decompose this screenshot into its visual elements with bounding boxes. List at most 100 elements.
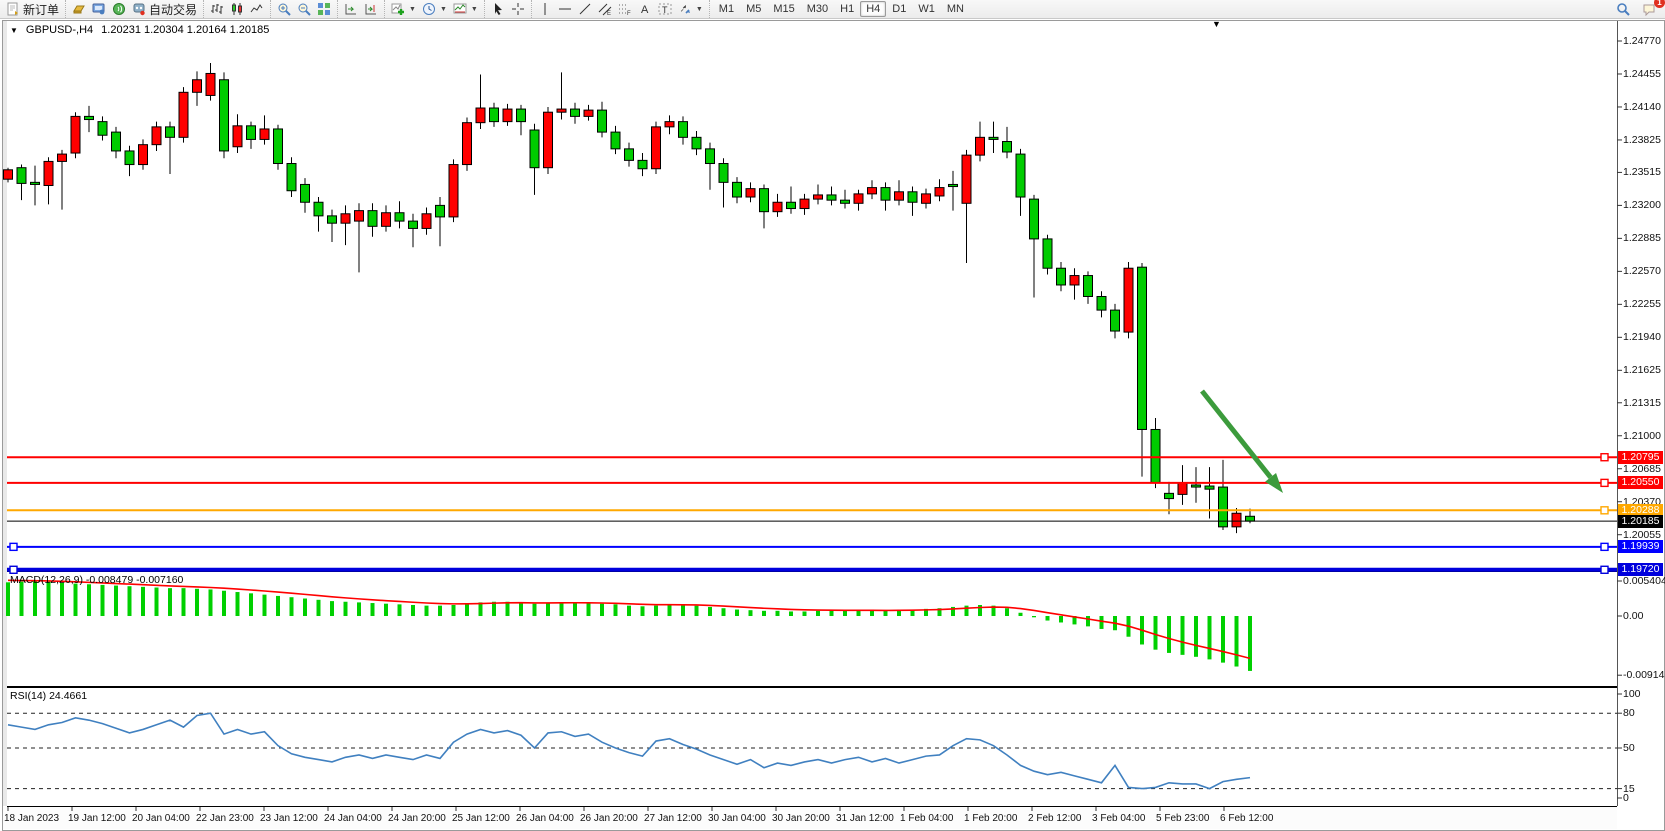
crosshair-button[interactable]	[508, 1, 528, 17]
fibonacci-button[interactable]: F	[615, 1, 635, 17]
chart-shift-button[interactable]	[361, 1, 381, 17]
price-line-badge: 1.20795	[1618, 450, 1663, 464]
tile-windows-button[interactable]	[314, 1, 334, 17]
cursor-button[interactable]	[488, 1, 508, 17]
chart-window-left-edge	[3, 21, 7, 806]
market-watch-button[interactable]	[69, 1, 89, 17]
date-axis-label: 20 Jan 04:00	[132, 813, 190, 824]
horizontal-line-button[interactable]	[555, 1, 575, 17]
toolbar-group	[203, 0, 270, 18]
zoom-in-button[interactable]	[274, 1, 294, 17]
price-axis-label: 1.20055	[1623, 528, 1661, 541]
vertical-line-button[interactable]	[535, 1, 555, 17]
macd-indicator-label: MACD(12,26,9) -0.008479 -0.007160	[10, 574, 184, 586]
price-axis-label: 1.21625	[1623, 364, 1661, 377]
main-toolbar: 新订单 自动交易 ▼ ▼ ▼ E F A T ▼ M1 M5 M15 M30 H1 H4 D1 W1 MN 1	[0, 0, 1665, 19]
date-axis-label: 24 Jan 04:00	[324, 813, 382, 824]
periods-icon	[422, 3, 435, 15]
date-axis-label: 22 Jan 23:00	[196, 813, 254, 824]
price-line-badge: 1.20288	[1618, 503, 1663, 517]
toolbar-group	[270, 0, 337, 18]
timeframe-button-m1[interactable]: M1	[718, 3, 735, 15]
notification-count-badge: 1	[1654, 0, 1665, 8]
hline-icon	[558, 8, 571, 10]
price-axis-label: 1.22885	[1623, 232, 1661, 245]
data-window-icon	[92, 3, 105, 15]
arrows-button[interactable]: ▼	[675, 1, 706, 17]
chart-shift-marker[interactable]: ▼	[1212, 19, 1221, 29]
timeframe-button-m5[interactable]: M5	[746, 3, 762, 15]
auto-scroll-button[interactable]	[341, 1, 361, 17]
line-chart-icon	[250, 4, 263, 13]
date-axis-label: 25 Jan 12:00	[452, 813, 510, 824]
toolbar-right: 1	[1613, 0, 1665, 17]
search-button[interactable]	[1613, 1, 1633, 17]
autotrading-icon	[133, 3, 145, 16]
rsi-dateaxis-separator	[7, 806, 1617, 807]
chart-title-bar: ▼ GBPUSD-,H4 1.20231 1.20304 1.20164 1.2…	[10, 24, 269, 36]
indicators-icon	[391, 3, 405, 15]
new-order-icon	[7, 2, 18, 16]
price-axis-label: 1.21315	[1623, 396, 1661, 409]
date-axis-label: 24 Jan 20:00	[388, 813, 446, 824]
toolbar-group: 自动交易	[65, 0, 203, 18]
vline-icon	[544, 3, 546, 15]
dropdown-caret-icon[interactable]: ▼	[695, 5, 703, 13]
toolbar-group	[483, 0, 531, 18]
dropdown-caret-icon[interactable]: ▼	[409, 5, 416, 13]
candlestick-chart-button[interactable]	[227, 1, 247, 17]
notifications-button[interactable]: 1	[1639, 0, 1665, 17]
timeframe-button-h4[interactable]: H4	[860, 1, 887, 17]
data-window-button[interactable]	[89, 1, 109, 17]
crosshair-icon	[511, 3, 524, 15]
chart-collapse-icon[interactable]: ▼	[10, 25, 18, 35]
fibonacci-icon: F	[618, 4, 631, 16]
price-axis-label: 1.24140	[1623, 100, 1661, 113]
channel-icon: E	[598, 3, 612, 16]
bar-chart-button[interactable]	[207, 1, 227, 17]
periods-button[interactable]: ▼	[419, 1, 450, 17]
templates-icon	[453, 3, 467, 14]
timeframe-button-m30[interactable]: M30	[806, 3, 829, 15]
timeframe-button-d1[interactable]: D1	[892, 3, 907, 15]
timeframe-button-w1[interactable]: W1	[918, 3, 935, 15]
rsi-axis-label: 100	[1623, 688, 1641, 700]
text-icon: A	[641, 4, 649, 16]
dropdown-caret-icon[interactable]: ▼	[439, 5, 447, 13]
trendline-icon	[579, 3, 591, 15]
dropdown-caret-icon[interactable]: ▼	[470, 5, 478, 13]
text-button[interactable]: A	[635, 1, 655, 17]
autotrading-button[interactable]: 自动交易	[129, 0, 200, 19]
line-chart-button[interactable]	[247, 1, 267, 17]
bar-chart-icon	[211, 4, 224, 14]
timeframe-button-mn[interactable]: MN	[946, 3, 964, 15]
new-order-button[interactable]: 新订单	[3, 0, 62, 19]
date-axis-label: 27 Jan 12:00	[644, 813, 702, 824]
timeframe-button-h1[interactable]: H1	[840, 3, 855, 15]
date-axis-label: 19 Jan 12:00	[68, 813, 126, 824]
text-label-button[interactable]: T	[655, 1, 675, 17]
equidistant-channel-button[interactable]: E	[595, 1, 615, 17]
price-axis-label: 1.24770	[1623, 35, 1661, 47]
date-axis-label: 5 Feb 23:00	[1156, 813, 1210, 824]
templates-button[interactable]: ▼	[450, 1, 481, 17]
signals-button[interactable]	[109, 1, 129, 17]
indicators-button[interactable]: ▼	[388, 1, 419, 17]
date-axis-label: 26 Jan 04:00	[516, 813, 574, 824]
macd-rsi-separator[interactable]	[7, 686, 1617, 688]
zoom-out-button[interactable]	[294, 1, 314, 17]
price-line-badge: 1.19720	[1618, 563, 1663, 577]
price-axis-label: 1.22255	[1623, 298, 1661, 311]
date-axis-label: 31 Jan 12:00	[836, 813, 894, 824]
trendline-button[interactable]	[575, 1, 595, 17]
svg-text:E: E	[607, 11, 611, 16]
rsi-indicator-label: RSI(14) 24.4661	[10, 690, 88, 702]
market-watch-icon	[73, 5, 85, 14]
notifications-icon	[1643, 4, 1655, 16]
toolbar-group: E F A T ▼	[530, 0, 709, 18]
price-axis-border	[1617, 21, 1618, 806]
main-macd-separator[interactable]	[7, 571, 1617, 572]
timeframe-button-m15[interactable]: M15	[773, 3, 795, 15]
toolbar-group: 新订单	[0, 0, 65, 18]
